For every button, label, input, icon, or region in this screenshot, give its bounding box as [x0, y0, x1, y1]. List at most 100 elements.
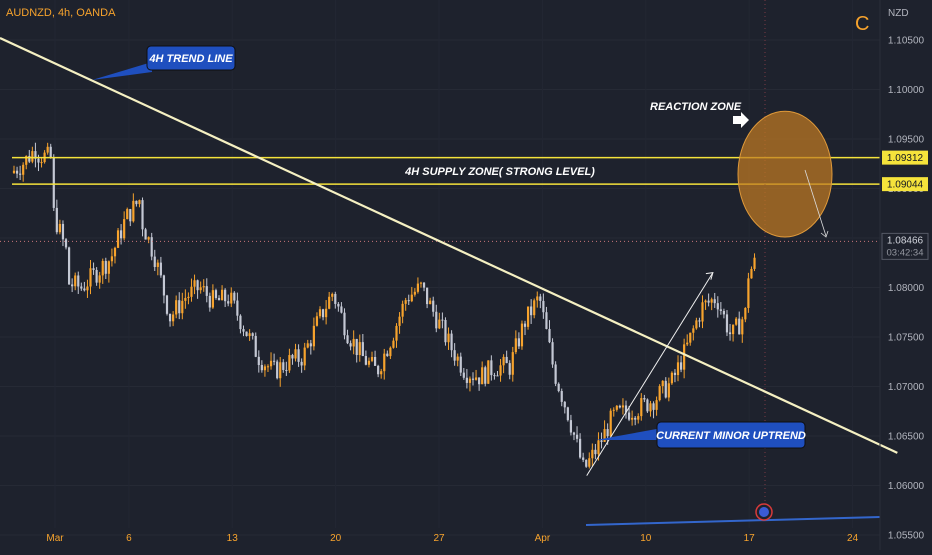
candle-body — [242, 329, 245, 332]
logo: C — [855, 13, 869, 35]
candle-body — [679, 362, 683, 370]
trend-line-callout-label: 4H TREND LINE — [148, 53, 233, 65]
supply-zone-label: 4H SUPPLY ZONE( STRONG LEVEL) — [404, 166, 595, 178]
candle-body — [401, 303, 404, 317]
candle-body — [474, 377, 478, 380]
price-level-badge-top — [882, 150, 928, 165]
candle-body — [104, 260, 107, 274]
candle-body — [505, 356, 508, 364]
uptrend-callout — [656, 421, 806, 449]
candle-body — [453, 350, 456, 361]
candle-body — [370, 356, 374, 361]
candle-body — [738, 318, 741, 335]
candle-body — [646, 399, 649, 412]
candle-body — [441, 319, 444, 321]
candle-body — [597, 440, 600, 455]
candle-body — [444, 320, 447, 343]
candle-body — [658, 386, 661, 401]
price-axis[interactable]: 1.105001.100001.095001.090001.085001.080… — [879, 0, 929, 550]
candle-body — [193, 280, 196, 287]
candle-body — [627, 412, 631, 420]
candle-body — [40, 162, 43, 164]
candle-body — [386, 353, 389, 357]
candle-body — [364, 356, 367, 365]
candle-body — [202, 286, 205, 288]
candle-body — [725, 314, 729, 333]
candle-body — [22, 164, 25, 175]
candle-body — [419, 282, 423, 284]
candle-body — [83, 288, 86, 291]
candle-body — [113, 247, 117, 257]
candle-body — [355, 338, 358, 356]
candle-body — [655, 400, 658, 410]
flag-icon — [759, 507, 769, 517]
candle-body — [269, 360, 273, 367]
candle-body — [156, 262, 159, 267]
candle-body — [429, 300, 432, 305]
candle-body — [227, 301, 230, 304]
candle-body — [52, 157, 55, 208]
candle-body — [435, 311, 438, 329]
candle-body — [542, 300, 545, 313]
candle-body — [692, 328, 695, 333]
candle-body — [569, 420, 573, 433]
candle-body — [456, 356, 459, 361]
candle-body — [184, 297, 187, 301]
candle-body — [572, 432, 576, 435]
candle-body — [89, 268, 92, 287]
candle-body — [340, 306, 343, 313]
candle-body — [126, 209, 129, 220]
time-tick-label: Mar — [46, 533, 64, 544]
candle-body — [239, 315, 242, 330]
candle-body — [181, 300, 184, 314]
candle-body — [676, 362, 680, 376]
minor-uptrend-arrow — [586, 272, 714, 476]
candle-body — [539, 296, 542, 301]
candle-body — [175, 300, 178, 315]
candle-body — [245, 331, 248, 337]
candle-body — [689, 332, 692, 343]
candle-body — [649, 403, 652, 412]
candle-body — [331, 293, 334, 297]
candle-body — [551, 342, 554, 365]
candle-body — [224, 289, 227, 302]
symbol-title: AUDNZD, 4h, OANDA — [6, 7, 116, 19]
price-tick-label: 1.10500 — [888, 36, 925, 47]
candle-body — [123, 219, 126, 239]
candle-body — [288, 355, 291, 371]
price-tick-label: 1.06000 — [888, 481, 925, 492]
candle-body — [548, 328, 551, 343]
candle-body — [410, 294, 413, 302]
candle-body — [297, 349, 300, 362]
candle-body — [132, 200, 135, 222]
candle-body — [447, 333, 450, 343]
candle-body — [493, 375, 496, 377]
candle-body — [459, 356, 462, 373]
candle-body — [95, 269, 98, 283]
candle-body — [701, 302, 704, 322]
price-tick-label: 1.07500 — [888, 333, 925, 344]
minor-uptrend-arrowhead — [705, 272, 714, 280]
candle-body — [147, 237, 150, 240]
candle-body — [670, 372, 673, 384]
candle-body — [618, 405, 621, 408]
candle-body — [536, 296, 539, 301]
candle-body — [744, 307, 747, 320]
candle-body — [612, 409, 615, 411]
candle-body — [575, 434, 579, 439]
candle-body — [236, 300, 239, 316]
candle-body — [563, 401, 566, 408]
candle-body — [481, 367, 484, 385]
candle-body — [389, 347, 392, 357]
candle-body — [383, 353, 386, 372]
candle-body — [404, 300, 407, 304]
candle-body — [373, 356, 377, 366]
candle-body — [217, 297, 221, 301]
candle-body — [263, 366, 267, 371]
candle-body — [282, 362, 285, 370]
candle-body — [187, 296, 190, 298]
candle-body — [377, 365, 380, 375]
candle-body — [661, 380, 664, 387]
